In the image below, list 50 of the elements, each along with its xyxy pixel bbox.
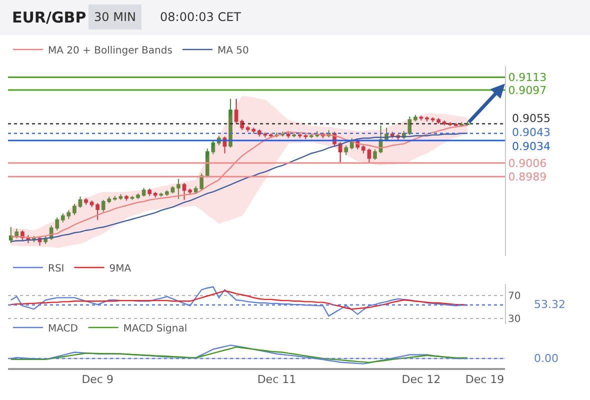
y-tick-label: 0.9097	[508, 84, 547, 97]
candlestick	[234, 98, 238, 124]
x-tick-label: Dec 19	[465, 372, 504, 386]
candlestick	[130, 195, 134, 200]
ref-line-label: 0.00	[534, 352, 558, 365]
text: 08:00:03 CET	[160, 10, 242, 24]
x-tick-label: Dec 9	[82, 372, 114, 386]
x-tick-label: Dec 11	[257, 372, 296, 386]
candlestick	[188, 188, 192, 195]
candlestick	[159, 192, 164, 198]
candlestick	[148, 188, 152, 196]
y-tick-label: 70	[508, 290, 521, 302]
ref-line-label: 0.9055	[512, 112, 550, 125]
candlestick	[240, 119, 244, 131]
candlestick	[442, 120, 446, 126]
y-tick-label: 30	[508, 314, 521, 325]
candlestick	[8, 226, 13, 244]
candlestick	[84, 198, 88, 206]
candlestick	[96, 202, 100, 220]
legend-label: MA 50	[217, 45, 249, 56]
text: 30 MIN	[94, 10, 136, 24]
series-label: MACD	[48, 323, 78, 334]
candlestick	[425, 116, 429, 122]
line-series	[10, 290, 468, 310]
legend-label: 9MA	[109, 263, 132, 274]
candlestick	[286, 132, 290, 139]
candlestick	[124, 194, 128, 202]
candlestick	[182, 182, 186, 200]
candlestick	[362, 144, 366, 154]
ref-line-label: 53.32	[534, 298, 566, 311]
legend-label: MACD Signal	[123, 323, 188, 334]
candlestick	[90, 200, 94, 208]
candlestick	[153, 191, 158, 198]
candlestick	[419, 115, 424, 122]
y-tick-label: 0.9006	[508, 156, 547, 170]
legend-label: RSI	[48, 263, 64, 274]
candlestick	[367, 148, 372, 164]
y-tick-label: 0.8989	[508, 170, 547, 184]
candlestick	[436, 118, 440, 124]
ref-line-label: 0.9034	[512, 140, 550, 153]
legend-label: MA 20 + Bollinger Bands	[48, 45, 172, 56]
y-tick-label: 0.9113	[508, 71, 547, 84]
candlestick	[263, 132, 268, 138]
ref-line-label: 0.9043	[512, 126, 550, 139]
candlestick	[338, 142, 342, 164]
chart-title: EUR/GBP	[12, 8, 86, 26]
x-tick-label: Dec 12	[402, 372, 441, 386]
candlestick	[292, 132, 296, 138]
candlestick	[454, 122, 458, 127]
candlestick	[269, 132, 273, 139]
